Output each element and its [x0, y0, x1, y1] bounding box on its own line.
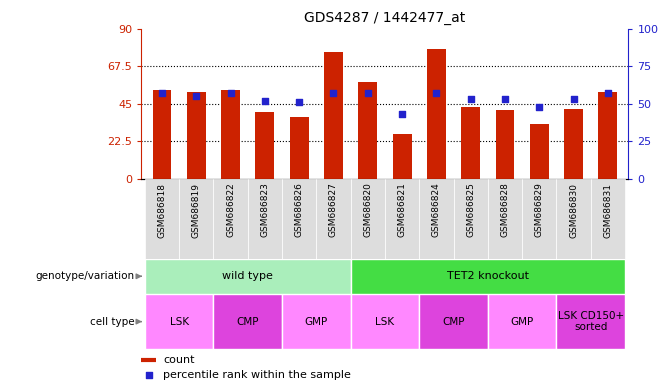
Text: cell type: cell type	[90, 316, 135, 327]
Title: GDS4287 / 1442477_at: GDS4287 / 1442477_at	[304, 11, 466, 25]
Bar	[351, 259, 625, 294]
Point	[569, 96, 579, 102]
Point	[143, 372, 154, 379]
Text: GSM686827: GSM686827	[329, 182, 338, 237]
Bar	[488, 179, 522, 259]
Bar	[145, 179, 179, 259]
Bar	[419, 294, 488, 349]
Bar	[213, 179, 248, 259]
Point	[157, 90, 167, 96]
Text: GSM686831: GSM686831	[603, 182, 613, 238]
Bar	[153, 90, 172, 179]
Bar	[453, 179, 488, 259]
Bar	[221, 90, 240, 179]
Bar	[419, 179, 453, 259]
Bar	[145, 259, 351, 294]
Bar	[530, 124, 549, 179]
Bar	[557, 294, 625, 349]
Text: GSM686824: GSM686824	[432, 182, 441, 237]
Point	[431, 90, 442, 96]
Text: LSK CD150+
sorted: LSK CD150+ sorted	[557, 311, 624, 333]
Text: genotype/variation: genotype/variation	[36, 271, 135, 281]
Bar	[598, 92, 617, 179]
Bar	[145, 294, 213, 349]
Point	[534, 104, 545, 110]
Bar	[359, 82, 377, 179]
Bar	[248, 179, 282, 259]
Point	[465, 96, 476, 102]
Bar	[179, 179, 213, 259]
Bar	[393, 134, 411, 179]
Bar	[591, 179, 625, 259]
Bar	[385, 179, 419, 259]
Bar	[290, 117, 309, 179]
Bar	[461, 107, 480, 179]
Text: GSM686830: GSM686830	[569, 182, 578, 238]
Text: LSK: LSK	[170, 316, 189, 327]
Text: GSM686819: GSM686819	[192, 182, 201, 238]
Bar	[282, 294, 351, 349]
Bar	[282, 179, 316, 259]
Text: GSM686828: GSM686828	[501, 182, 509, 237]
Bar	[255, 112, 274, 179]
Bar	[324, 52, 343, 179]
Point	[499, 96, 510, 102]
Text: LSK: LSK	[375, 316, 395, 327]
Point	[603, 90, 613, 96]
Bar	[522, 179, 557, 259]
Text: count: count	[163, 355, 195, 365]
Bar	[351, 179, 385, 259]
Text: GMP: GMP	[511, 316, 534, 327]
Text: percentile rank within the sample: percentile rank within the sample	[163, 370, 351, 381]
Bar	[488, 294, 557, 349]
Text: CMP: CMP	[442, 316, 465, 327]
Text: wild type: wild type	[222, 271, 273, 281]
Text: GSM686822: GSM686822	[226, 182, 235, 237]
Bar	[213, 294, 282, 349]
Bar	[564, 109, 583, 179]
Text: GMP: GMP	[305, 316, 328, 327]
Point	[397, 111, 407, 117]
Bar	[316, 179, 351, 259]
Bar	[187, 92, 206, 179]
Text: GSM686829: GSM686829	[535, 182, 544, 237]
Text: GSM686820: GSM686820	[363, 182, 372, 237]
Bar	[427, 49, 445, 179]
Text: TET2 knockout: TET2 knockout	[447, 271, 529, 281]
Point	[328, 90, 339, 96]
Point	[225, 90, 236, 96]
Point	[363, 90, 373, 96]
Point	[260, 98, 270, 104]
Text: GSM686821: GSM686821	[397, 182, 407, 237]
Text: GSM686825: GSM686825	[466, 182, 475, 237]
Bar	[557, 179, 591, 259]
Text: CMP: CMP	[236, 316, 259, 327]
Text: GSM686826: GSM686826	[295, 182, 304, 237]
Text: GSM686823: GSM686823	[261, 182, 269, 237]
Bar	[495, 110, 515, 179]
Point	[294, 99, 305, 105]
Text: GSM686818: GSM686818	[157, 182, 166, 238]
Point	[191, 93, 201, 99]
Bar	[351, 294, 419, 349]
